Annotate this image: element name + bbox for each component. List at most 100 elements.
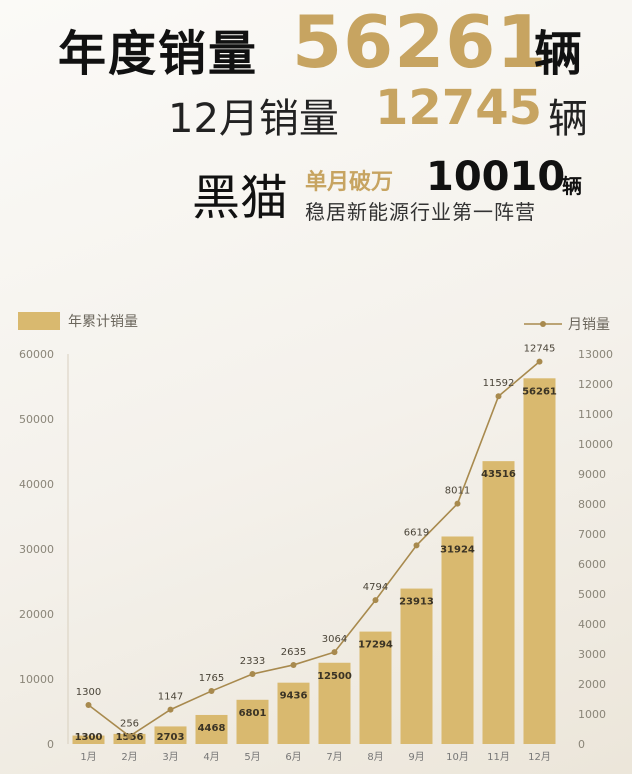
december-sales-label: 12月销量 — [168, 96, 339, 142]
monthly-sales-point — [495, 393, 502, 400]
monthly-line: 1300 256 1147 1765 2333 2635 3064 4794 6619 8011 1… — [76, 344, 556, 740]
y-right-tick-label: 8000 — [578, 498, 606, 511]
bar-value-label: 2703 — [157, 732, 185, 743]
annual-sales-unit: 辆 — [534, 26, 583, 82]
highlight-title: 单月破万 — [305, 170, 394, 195]
y-right-tick-label: 9000 — [578, 468, 606, 481]
monthly-sales-point — [331, 649, 338, 656]
chart-axes: 0 10000 20000 30000 40000 50000 60000 0 1000 2000… — [19, 348, 613, 763]
monthly-sales-point — [454, 500, 461, 507]
y-right-tick-label: 2000 — [578, 678, 606, 691]
monthly-sales-point — [167, 706, 174, 713]
line-value-label: 256 — [120, 718, 139, 729]
x-tick-label: 2月 — [121, 751, 137, 763]
monthly-sales-point — [249, 671, 256, 678]
y-right-tick-label: 3000 — [578, 648, 606, 661]
x-tick-label: 9月 — [408, 751, 424, 763]
monthly-sales-point — [413, 542, 420, 549]
x-tick-label: 6月 — [285, 751, 301, 763]
cumulative-bar — [72, 735, 105, 744]
y-left-tick-label: 50000 — [19, 413, 54, 426]
monthly-sales-point — [208, 688, 215, 695]
bar-value-label: 17294 — [358, 640, 393, 651]
bar-value-label: 6801 — [239, 708, 267, 719]
cumulative-bar — [154, 726, 187, 744]
bar-value-label: 1300 — [75, 732, 103, 743]
y-left-tick-label: 60000 — [19, 348, 54, 361]
line-value-label: 3064 — [322, 634, 347, 645]
annual-sales-headline: 年度销量 56261 辆 — [0, 0, 632, 86]
line-value-label: 1300 — [76, 687, 101, 698]
line-value-label: 2333 — [240, 656, 265, 667]
x-tick-label: 11月 — [487, 751, 510, 763]
cumulative-bar — [236, 699, 269, 744]
line-value-label: 4794 — [363, 582, 388, 593]
cumulative-bar — [359, 631, 392, 744]
x-tick-label: 10月 — [446, 751, 469, 763]
y-right-tick-label: 7000 — [578, 528, 606, 541]
y-right-tick-label: 4000 — [578, 618, 606, 631]
monthly-sales-point — [372, 597, 379, 604]
y-left-tick-label: 0 — [47, 738, 54, 751]
y-right-tick-label: 1000 — [578, 708, 606, 721]
highlight-value: 10010 — [426, 154, 566, 200]
december-sales-headline: 12月销量 12745 辆 — [0, 80, 632, 146]
cumulative-bar — [195, 714, 228, 744]
y-right-tick-label: 5000 — [578, 588, 606, 601]
bar-value-label: 9436 — [280, 691, 308, 702]
x-tick-label: 8月 — [367, 751, 383, 763]
brand-highlight: 黑猫 单月破万 10010 辆 稳居新能源行业第一阵营 — [0, 154, 632, 226]
annual-sales-value: 56261 — [292, 0, 548, 84]
y-left-tick-label: 40000 — [19, 478, 54, 491]
highlight-subtitle: 稳居新能源行业第一阵营 — [305, 200, 536, 224]
x-tick-label: 12月 — [528, 751, 551, 763]
monthly-sales-point — [290, 661, 297, 668]
line-value-label: 1765 — [199, 673, 224, 684]
brand-name: 黑猫 — [192, 170, 289, 226]
line-value-label: 6619 — [404, 527, 429, 538]
monthly-sales-point — [85, 702, 92, 708]
sales-combo-chart: 0 10000 20000 30000 40000 50000 60000 0 1000 2000… — [18, 312, 613, 763]
bar-value-label: 12500 — [317, 671, 352, 682]
cumulative-bar — [277, 682, 310, 744]
bar-value-label: 23913 — [399, 597, 434, 608]
y-right-tick-label: 10000 — [578, 438, 613, 451]
y-left-tick-label: 20000 — [19, 608, 54, 621]
cumulative-bar — [400, 588, 433, 744]
cumulative-bar — [482, 461, 515, 744]
y-right-tick-label: 11000 — [578, 408, 613, 421]
x-tick-label: 5月 — [244, 751, 260, 763]
monthly-sales-point — [126, 733, 133, 740]
y-left-tick-label: 30000 — [19, 543, 54, 556]
y-right-tick-label: 12000 — [578, 378, 613, 391]
legend-bar-label: 年累计销量 — [68, 314, 138, 330]
december-sales-value: 12745 — [375, 80, 542, 136]
x-tick-label: 7月 — [326, 751, 342, 763]
cumulative-bar — [441, 536, 474, 744]
x-tick-label: 3月 — [162, 751, 178, 763]
annual-sales-label: 年度销量 — [58, 26, 259, 82]
bar-value-label: 43516 — [481, 469, 516, 480]
highlight-unit: 辆 — [562, 174, 582, 198]
x-tick-label: 1月 — [80, 751, 96, 763]
line-value-label: 8011 — [445, 486, 470, 497]
cumulative-bar — [318, 662, 351, 744]
monthly-sales-point — [536, 358, 543, 365]
y-right-tick-label: 13000 — [578, 348, 613, 361]
x-tick-label: 4月 — [203, 751, 219, 763]
bar-value-label: 4468 — [198, 723, 226, 734]
december-sales-unit: 辆 — [548, 96, 588, 142]
monthly-sales-line — [88, 361, 541, 738]
y-left-tick-label: 10000 — [19, 673, 54, 686]
legend-bar-swatch — [18, 312, 60, 330]
line-value-label: 1147 — [158, 692, 183, 703]
legend-line-label: 月销量 — [568, 317, 610, 333]
cumulative-bars: 1300155627034468680194361250017294239133… — [72, 378, 557, 744]
bar-value-label: 56261 — [522, 386, 557, 397]
line-value-label: 2635 — [281, 647, 306, 658]
legend-line-marker — [540, 321, 546, 327]
line-value-label: 12745 — [524, 344, 556, 355]
bar-value-label: 31924 — [440, 544, 475, 555]
y-right-tick-label: 0 — [578, 738, 585, 751]
cumulative-bar — [523, 378, 556, 744]
